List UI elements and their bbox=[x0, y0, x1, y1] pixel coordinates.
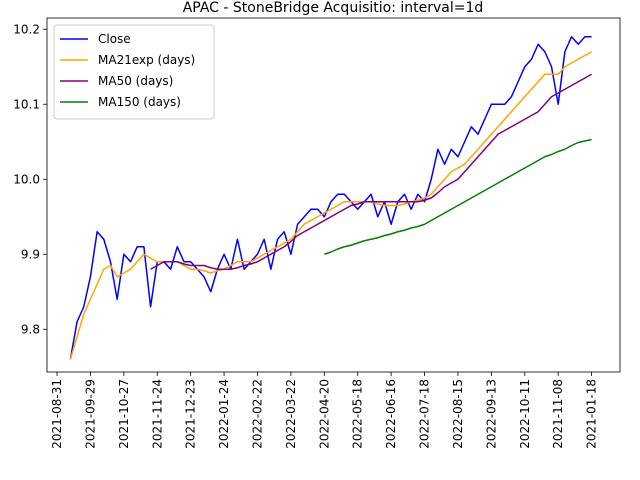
y-tick-label: 10.0 bbox=[13, 172, 40, 186]
x-tick-label: 2021-12-23 bbox=[184, 379, 198, 449]
legend-label: MA50 (days) bbox=[98, 74, 173, 88]
x-tick-label: 2021-10-27 bbox=[117, 379, 131, 449]
x-tick-label: 2022-10-11 bbox=[518, 379, 532, 449]
y-tick-label: 10.1 bbox=[13, 97, 40, 111]
x-tick-label: 2022-08-15 bbox=[451, 379, 465, 449]
x-tick-label: 2022-06-16 bbox=[384, 379, 398, 449]
x-tick-label: 2022-09-13 bbox=[484, 379, 498, 449]
x-tick-label: 2021-11-08 bbox=[551, 379, 565, 449]
y-tick-label: 9.9 bbox=[21, 247, 40, 261]
x-tick-label: 2021-11-24 bbox=[150, 379, 164, 449]
x-tick-label: 2021-01-18 bbox=[585, 379, 599, 449]
series-line bbox=[150, 73, 592, 270]
series-line bbox=[324, 138, 592, 255]
plot-frame bbox=[46, 17, 621, 373]
legend-box bbox=[53, 24, 215, 120]
x-tick-label: 2022-01-24 bbox=[217, 379, 231, 449]
chart-title: APAC - StoneBridge Acquisitio: interval=… bbox=[183, 0, 484, 16]
legend-label: MA150 (days) bbox=[98, 95, 181, 109]
x-tick-label: 2022-02-22 bbox=[250, 379, 264, 449]
legend-label: MA21exp (days) bbox=[98, 53, 195, 67]
y-tick-label: 9.8 bbox=[21, 322, 40, 336]
x-tick-label: 2022-03-22 bbox=[284, 379, 298, 449]
y-tick-label: 10.2 bbox=[13, 22, 40, 36]
series-line bbox=[69, 51, 592, 360]
x-tick-label: 2022-04-20 bbox=[317, 379, 331, 449]
legend-label: Close bbox=[98, 32, 131, 46]
x-tick-label: 2022-05-18 bbox=[351, 379, 365, 449]
x-tick-label: 2021-09-29 bbox=[83, 379, 97, 449]
x-tick-label: 2021-08-31 bbox=[50, 379, 64, 449]
x-tick-label: 2022-07-18 bbox=[418, 379, 432, 449]
